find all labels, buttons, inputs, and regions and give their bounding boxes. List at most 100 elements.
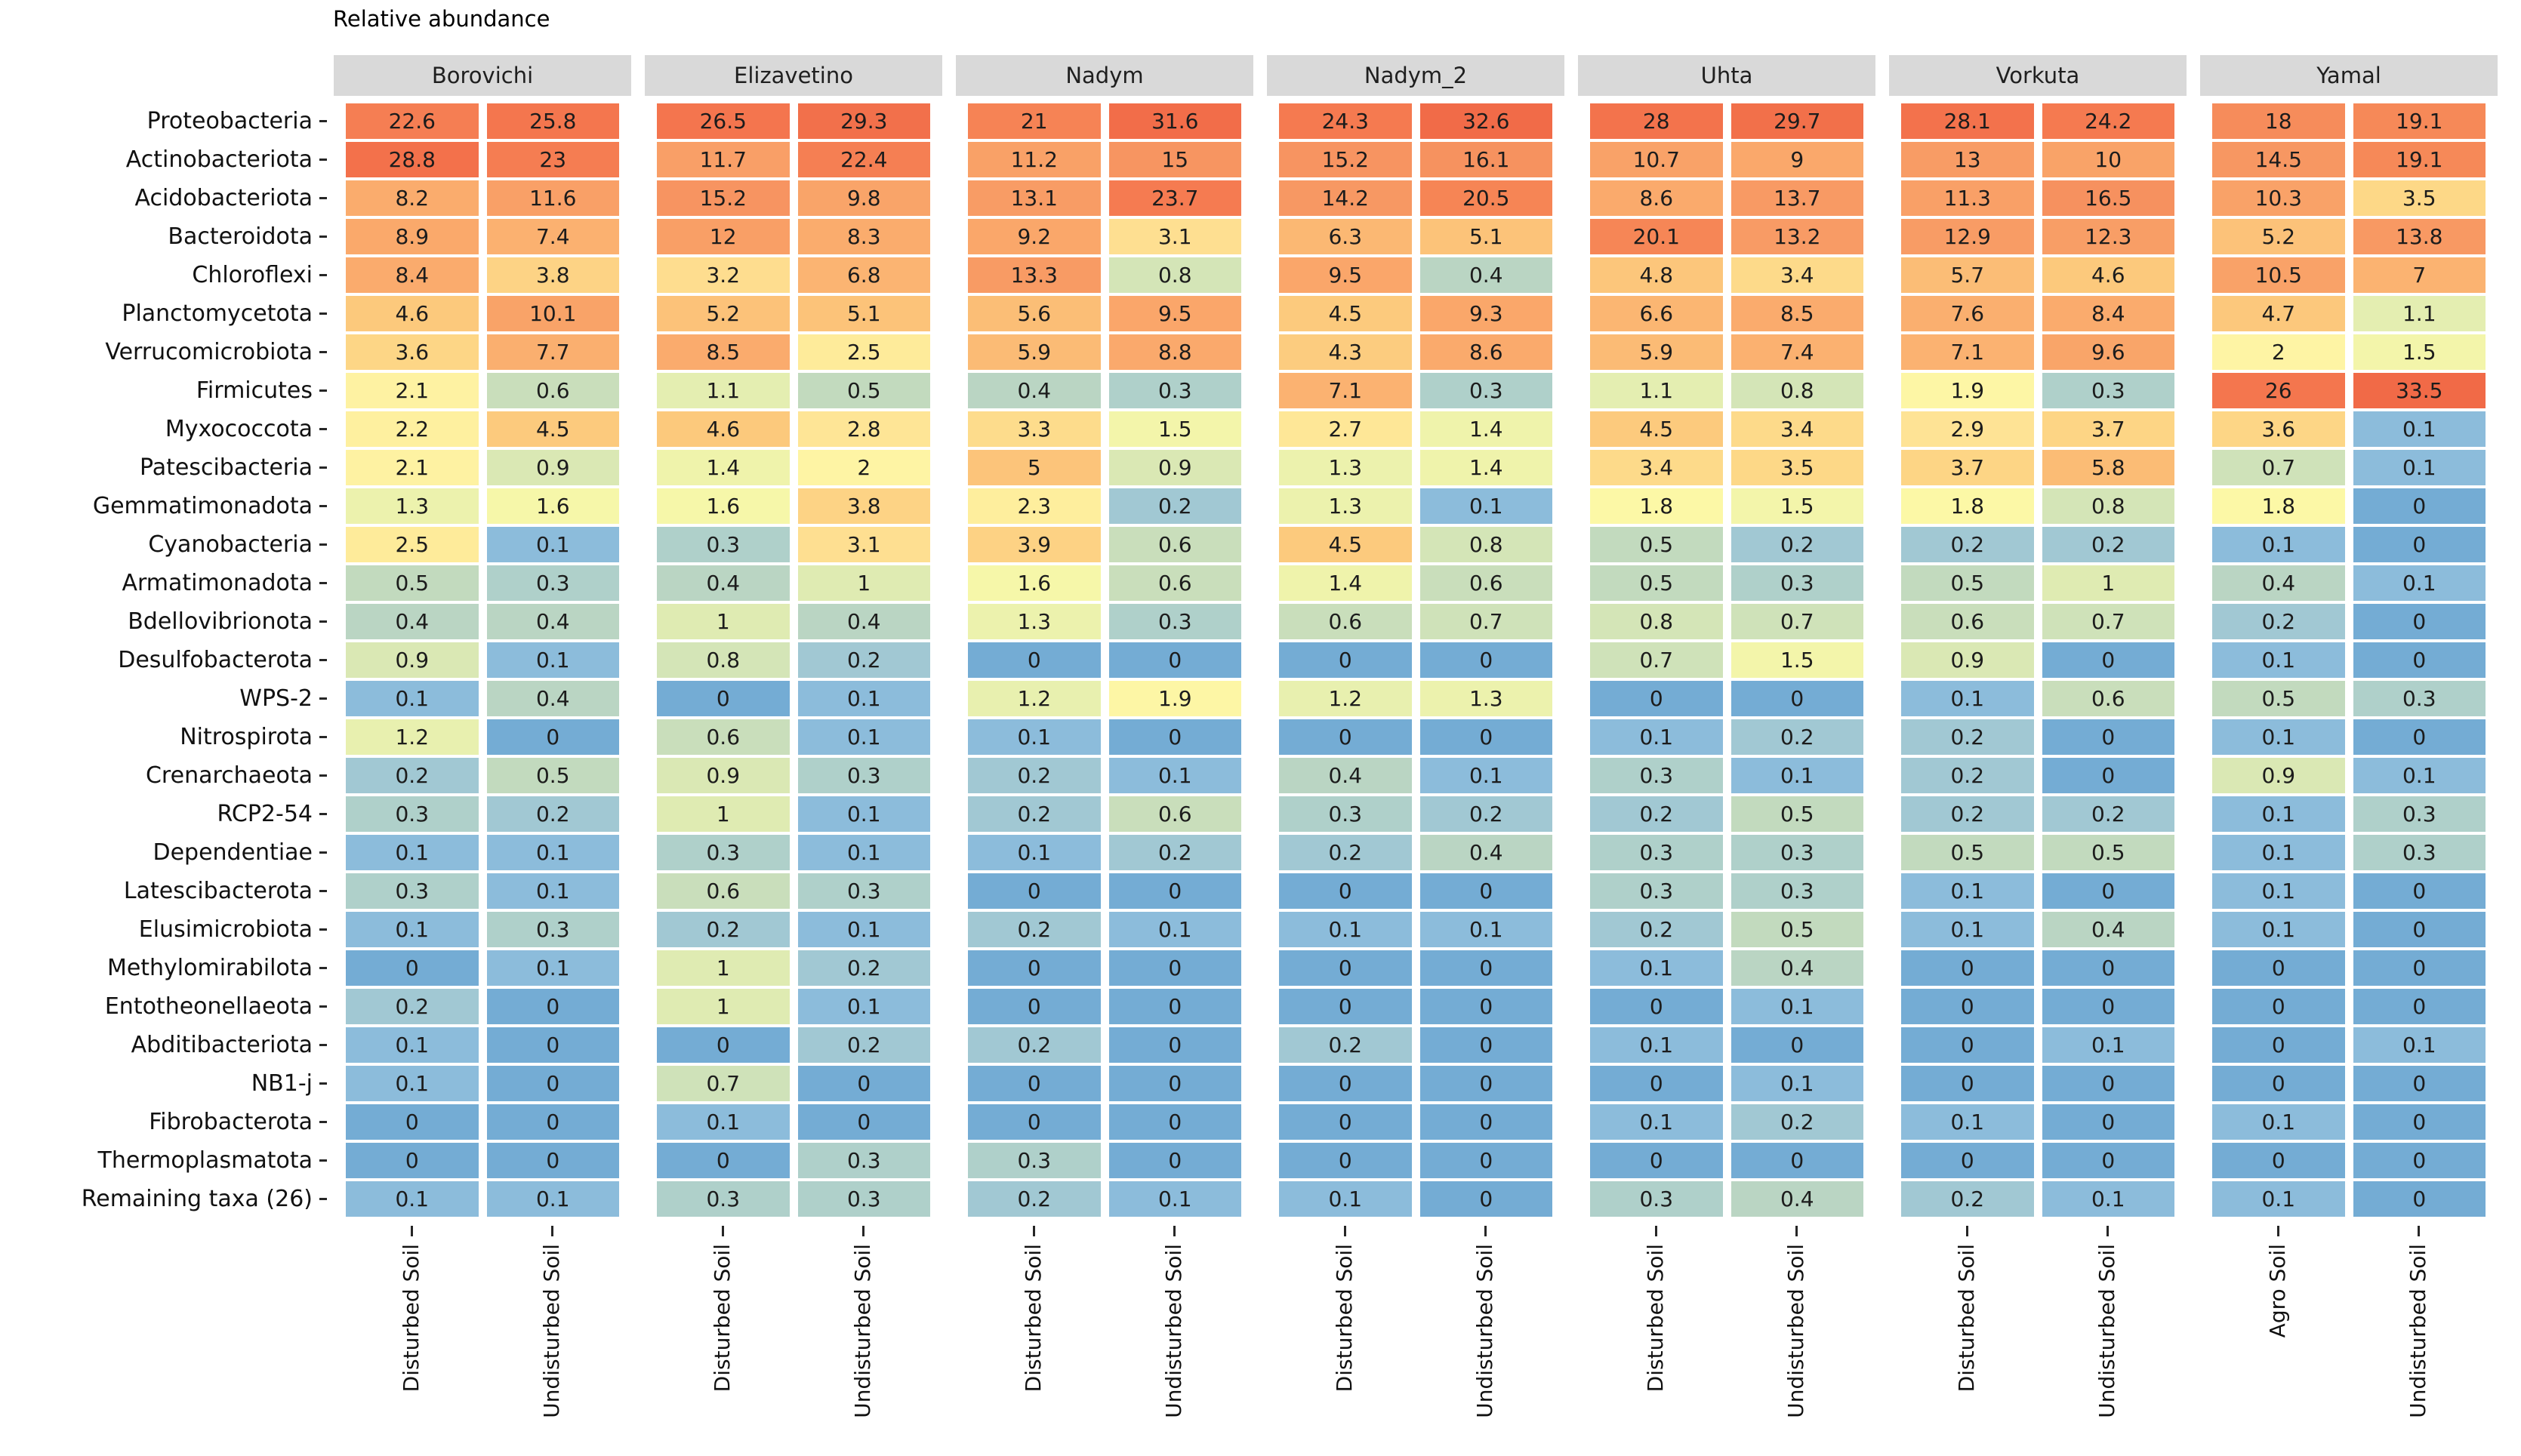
heatmap-cell: 28 — [1590, 103, 1723, 139]
panel-elizavetino: 12 8.3 — [645, 219, 942, 254]
heatmap-cell: 0.6 — [2042, 681, 2174, 716]
heatmap-cell: 0.1 — [346, 912, 479, 947]
panel-uhta: 28 29.7 — [1578, 103, 1875, 139]
row-panels: 0.3 0.1 0.6 0.3 0 0 0 0 0.3 0.3 0.1 0 0.1 0 — [334, 873, 2498, 909]
heatmap-cell: 2.9 — [1901, 411, 2034, 447]
heatmap-cell: 11.3 — [1901, 180, 2034, 216]
row-label-armatimonadota: Armatimonadota — [0, 565, 334, 601]
heatmap-cell: 24.3 — [1279, 103, 1412, 139]
panel-uhta: 0.3 0.4 — [1578, 1181, 1875, 1217]
heatmap-cell: 0.8 — [1108, 257, 1241, 293]
heatmap-cell: 0.3 — [797, 758, 930, 793]
heatmap-cell: 20.5 — [1419, 180, 1552, 216]
heatmap-cell: 0.1 — [1730, 758, 1863, 793]
panel-nadym-2: 0.6 0.7 — [1267, 604, 1564, 639]
footer-panel-vorkuta: Disturbed Soil Undisturbed Soil — [1889, 1221, 2187, 1451]
panel-yamal: 5.2 13.8 — [2200, 219, 2498, 254]
panel-nadym: 0.4 0.3 — [956, 373, 1253, 408]
x-axis-label-nadym-disturbed-soil: Disturbed Soil — [1020, 1244, 1046, 1393]
y-tick-mark — [319, 1198, 327, 1200]
heatmap-cell: 4.6 — [657, 411, 790, 447]
heatmap-cell: 0.1 — [486, 527, 619, 562]
footer-panel-nadym: Disturbed Soil Undisturbed Soil — [956, 1221, 1253, 1451]
footer-panel-yamal: Agro Soil Undisturbed Soil — [2200, 1221, 2498, 1451]
heatmap-cell: 0.2 — [346, 989, 479, 1024]
panel-vorkuta: 5.7 4.6 — [1889, 257, 2187, 293]
heatmap-cell: 0.6 — [657, 719, 790, 755]
heatmap-cell: 6.8 — [797, 257, 930, 293]
heatmap-cell: 0 — [1590, 989, 1723, 1024]
heatmap-cell: 0.3 — [486, 565, 619, 601]
heatmap-cell: 0.9 — [1901, 642, 2034, 678]
panel-nadym: 0.2 0 — [956, 1027, 1253, 1063]
panel-elizavetino: 0.6 0.1 — [645, 719, 942, 755]
heatmap-cell: 0.1 — [1730, 989, 1863, 1024]
x-tick-mark — [410, 1226, 413, 1236]
panel-yamal: 4.7 1.1 — [2200, 296, 2498, 331]
panel-nadym-2: 1.4 0.6 — [1267, 565, 1564, 601]
facet-header-elizavetino: Elizavetino — [645, 55, 942, 96]
panel-nadym: 13.3 0.8 — [956, 257, 1253, 293]
heatmap-cell: 0 — [1419, 1143, 1552, 1178]
heatmap-cell: 13.7 — [1730, 180, 1863, 216]
panel-vorkuta: 0.6 0.7 — [1889, 604, 2187, 639]
heatmap-cell: 1.3 — [1279, 450, 1412, 485]
facet-header-nadym-2: Nadym_2 — [1267, 55, 1564, 96]
panel-nadym-2: 6.3 5.1 — [1267, 219, 1564, 254]
row-label-nb1-j: NB1-j — [0, 1066, 334, 1101]
heatmap-cell: 0.6 — [1108, 796, 1241, 832]
heatmap-cell: 6.6 — [1590, 296, 1723, 331]
heatmap-row: Latescibacterota 0.3 0.1 0.6 0.3 0 0 0 0 0.3 0.3 0.… — [0, 873, 2498, 909]
x-axis-label-borovichi-undisturbed-soil: Undisturbed Soil — [539, 1244, 565, 1418]
heatmap-cell: 0.2 — [1279, 835, 1412, 870]
heatmap-cell: 0.5 — [1730, 796, 1863, 832]
heatmap-cell: 5.9 — [968, 334, 1101, 370]
heatmap-cell: 0.1 — [2212, 873, 2345, 909]
panel-elizavetino: 0 0.3 — [645, 1143, 942, 1178]
row-label-thermoplasmatota: Thermoplasmatota — [0, 1143, 334, 1178]
heatmap-cell: 1 — [657, 796, 790, 832]
heatmap-cell: 0 — [1108, 1104, 1241, 1140]
heatmap-cell: 0.6 — [1108, 565, 1241, 601]
heatmap-cell: 0 — [1901, 950, 2034, 986]
heatmap-cell: 0 — [2212, 1066, 2345, 1101]
heatmap-cell: 3.5 — [1730, 450, 1863, 485]
row-label-text: Cyanobacteria — [148, 531, 313, 558]
panel-elizavetino: 1 0.2 — [645, 950, 942, 986]
heatmap-cell: 0.8 — [1419, 527, 1552, 562]
panel-borovichi: 1.3 1.6 — [334, 488, 631, 524]
heatmap-cell: 5.1 — [797, 296, 930, 331]
panel-nadym-2: 4.3 8.6 — [1267, 334, 1564, 370]
panel-nadym: 1.2 1.9 — [956, 681, 1253, 716]
panel-vorkuta: 28.1 24.2 — [1889, 103, 2187, 139]
y-tick-mark — [319, 505, 327, 507]
heatmap-cell: 0.2 — [797, 950, 930, 986]
x-axis-label-vorkuta-undisturbed-soil: Undisturbed Soil — [2094, 1244, 2120, 1418]
heatmap-cell: 0.2 — [968, 758, 1101, 793]
heatmap-cell: 4.3 — [1279, 334, 1412, 370]
panel-elizavetino: 0.3 0.3 — [645, 1181, 942, 1217]
row-label-chloroflexi: Chloroflexi — [0, 257, 334, 293]
heatmap-cell: 8.4 — [346, 257, 479, 293]
heatmap-cell: 4.6 — [2042, 257, 2174, 293]
row-label-text: Chloroflexi — [192, 262, 313, 288]
row-panels: 0.9 0.1 0.8 0.2 0 0 0 0 0.7 1.5 0.9 0 0.1 0 — [334, 642, 2498, 678]
heatmap-cell: 0 — [1419, 1104, 1552, 1140]
row-label-text: Desulfobacterota — [118, 647, 313, 673]
heatmap-cell: 3.1 — [1108, 219, 1241, 254]
x-tick-mark — [1965, 1226, 1968, 1236]
heatmap-cell: 13.8 — [2353, 219, 2486, 254]
heatmap-cell: 10 — [2042, 142, 2174, 177]
heatmap-cell: 4.5 — [486, 411, 619, 447]
panel-nadym: 0.1 0 — [956, 719, 1253, 755]
heatmap-cell: 0.1 — [486, 1181, 619, 1217]
heatmap-row: Firmicutes 2.1 0.6 1.1 0.5 0.4 0.3 7.1 0.3 1.1 0.8… — [0, 373, 2498, 408]
heatmap-cell: 0.2 — [1730, 719, 1863, 755]
panel-elizavetino: 11.7 22.4 — [645, 142, 942, 177]
heatmap-cell: 3.9 — [968, 527, 1101, 562]
row-label-text: Crenarchaeota — [145, 762, 313, 789]
panel-vorkuta: 0.2 0 — [1889, 758, 2187, 793]
heatmap-cell: 0.5 — [2042, 835, 2174, 870]
